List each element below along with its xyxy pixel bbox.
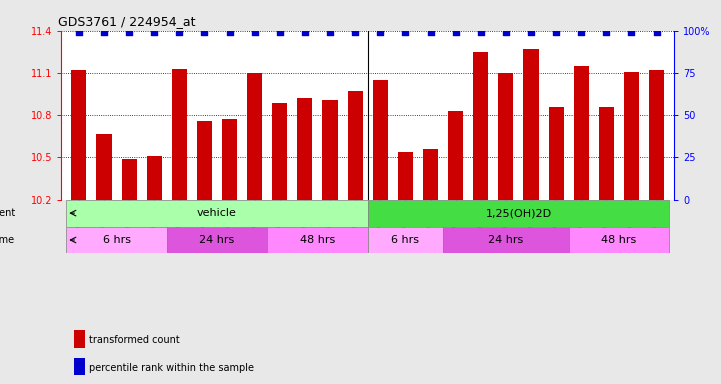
Bar	[574, 66, 589, 200]
Bar	[322, 100, 337, 200]
Text: 24 hrs: 24 hrs	[200, 235, 234, 245]
Bar	[66, 227, 167, 253]
Bar	[197, 121, 212, 200]
Bar	[74, 358, 84, 375]
Point	[425, 29, 436, 35]
Bar	[267, 227, 368, 253]
Point	[575, 29, 587, 35]
Bar	[122, 159, 137, 200]
Point	[174, 29, 185, 35]
Point	[450, 29, 461, 35]
Point	[475, 29, 487, 35]
Point	[199, 29, 211, 35]
Bar	[598, 107, 614, 200]
Bar	[624, 71, 639, 200]
Bar	[297, 98, 312, 200]
Text: GDS3761 / 224954_at: GDS3761 / 224954_at	[58, 15, 195, 28]
Text: transformed count: transformed count	[89, 335, 180, 345]
Bar	[368, 227, 443, 253]
Point	[224, 29, 235, 35]
Bar	[498, 73, 513, 200]
Point	[500, 29, 512, 35]
Bar	[222, 119, 237, 200]
Bar	[71, 70, 87, 200]
Point	[324, 29, 336, 35]
Point	[601, 29, 612, 35]
Point	[73, 29, 84, 35]
Bar	[523, 49, 539, 200]
Point	[249, 29, 260, 35]
Text: 1,25(OH)2D: 1,25(OH)2D	[485, 208, 552, 218]
Bar	[549, 107, 564, 200]
Point	[626, 29, 637, 35]
Text: 6 hrs: 6 hrs	[392, 235, 420, 245]
Text: 48 hrs: 48 hrs	[300, 235, 335, 245]
Point	[399, 29, 411, 35]
Bar	[448, 111, 463, 200]
Bar	[368, 200, 669, 227]
Text: 6 hrs: 6 hrs	[102, 235, 131, 245]
Point	[274, 29, 286, 35]
Point	[149, 29, 160, 35]
Bar	[247, 73, 262, 200]
Point	[299, 29, 311, 35]
Text: 24 hrs: 24 hrs	[488, 235, 523, 245]
Point	[550, 29, 562, 35]
Point	[123, 29, 135, 35]
Text: 48 hrs: 48 hrs	[601, 235, 637, 245]
Bar	[649, 70, 664, 200]
Bar	[569, 227, 669, 253]
Text: percentile rank within the sample: percentile rank within the sample	[89, 362, 254, 373]
Bar	[348, 91, 363, 200]
Text: time: time	[0, 235, 15, 245]
Bar	[97, 134, 112, 200]
Bar	[443, 227, 569, 253]
Bar	[167, 227, 267, 253]
Bar	[398, 152, 413, 200]
Bar	[146, 156, 162, 200]
Point	[525, 29, 536, 35]
Point	[350, 29, 361, 35]
Bar	[473, 52, 488, 200]
Bar	[273, 103, 288, 200]
Text: agent: agent	[0, 208, 15, 218]
Bar	[74, 330, 84, 348]
Point	[651, 29, 663, 35]
Point	[98, 29, 110, 35]
Bar	[66, 200, 368, 227]
Bar	[423, 149, 438, 200]
Bar	[373, 80, 388, 200]
Bar	[172, 69, 187, 200]
Point	[374, 29, 386, 35]
Text: vehicle: vehicle	[197, 208, 237, 218]
